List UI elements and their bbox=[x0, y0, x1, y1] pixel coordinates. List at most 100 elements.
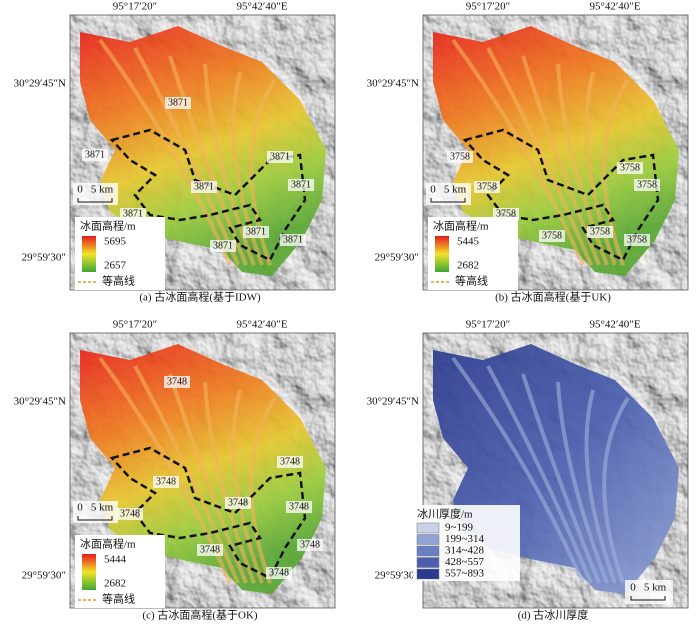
scale-label: 0 bbox=[77, 502, 83, 514]
scale-label: 0 bbox=[430, 184, 436, 196]
map-panel: 95°17′20″ 95°42′40″E 30°29′45″N 29°59′30″ (c… bbox=[14, 319, 336, 622]
contour-label-bg bbox=[117, 508, 143, 520]
legend-min: 2682 bbox=[457, 260, 479, 272]
flowline bbox=[486, 47, 593, 266]
scale-bar bbox=[77, 516, 113, 521]
contour-label: 3758 bbox=[590, 226, 610, 237]
legend-max: 5444 bbox=[104, 554, 127, 566]
left-tick-label: 29°59′30″ bbox=[22, 252, 66, 264]
map-frame bbox=[422, 332, 689, 609]
contour-label: 3758 bbox=[637, 179, 657, 190]
contour-label-bg bbox=[286, 501, 312, 513]
flowline bbox=[486, 365, 593, 584]
scale-bar bbox=[430, 198, 466, 203]
left-tick-label: 30°29′45″N bbox=[367, 396, 419, 408]
color-bar bbox=[435, 236, 449, 272]
scale-bg bbox=[73, 183, 118, 205]
map-panel: 95°17′20″ 95°42′40″E 30°29′45″N 29°59′30″ (b… bbox=[367, 1, 689, 304]
contour-label-bg bbox=[587, 226, 613, 238]
contour-label-bg bbox=[165, 97, 191, 109]
contour-label-bg bbox=[539, 230, 565, 242]
contour-label: 3871 bbox=[213, 240, 233, 251]
contour-label: 3871 bbox=[246, 226, 266, 237]
left-tick-label: 29°59′30″ bbox=[375, 570, 419, 582]
legend-min: 2682 bbox=[104, 578, 126, 590]
legend-title: 冰面高程/m bbox=[433, 219, 489, 233]
flowline bbox=[556, 381, 609, 584]
scale-label: 0 bbox=[630, 582, 636, 594]
flowline bbox=[521, 373, 601, 584]
scale-bar bbox=[630, 596, 666, 601]
contour-label-bg bbox=[617, 162, 643, 174]
contour-label: 3748 bbox=[156, 476, 176, 487]
contour-label-bg bbox=[267, 151, 293, 163]
caption: (c) 古冰面高程(基于OK) bbox=[142, 608, 258, 622]
contour-label-bg bbox=[277, 456, 303, 468]
legend-swatch bbox=[416, 534, 440, 545]
flowline bbox=[98, 38, 232, 266]
contour-label: 3748 bbox=[120, 508, 140, 519]
contour-line bbox=[109, 446, 307, 580]
scale-label: 5 km bbox=[91, 184, 114, 196]
top-tick-label: 95°17′20″ bbox=[466, 319, 510, 331]
scale-label: 5 km bbox=[91, 502, 114, 514]
contour-label: 3871 bbox=[270, 151, 290, 162]
contour-label: 3871 bbox=[283, 234, 303, 245]
scale-label: 0 bbox=[77, 184, 83, 196]
legend-max: 5445 bbox=[457, 236, 480, 248]
scale-bg bbox=[73, 501, 118, 523]
contour-label: 3758 bbox=[627, 234, 647, 245]
scale-label: 5 km bbox=[644, 582, 667, 594]
top-tick-label: 95°42′40″E bbox=[589, 1, 640, 13]
legend-swatch bbox=[416, 522, 440, 534]
legend-contour: 等高线 bbox=[102, 592, 135, 606]
legend-class: 428~557 bbox=[445, 556, 484, 568]
caption: (a) 古冰面高程(基于IDW) bbox=[139, 290, 261, 304]
contour-label-bg bbox=[288, 179, 314, 191]
scale-bar bbox=[77, 198, 113, 203]
legend-swatch bbox=[416, 557, 440, 568]
left-tick-label: 30°29′45″N bbox=[367, 78, 419, 90]
contour-label-bg bbox=[225, 497, 251, 509]
contour-label: 3871 bbox=[85, 149, 105, 160]
caption: (b) 古冰面高程(基于UK) bbox=[495, 290, 611, 304]
flowline bbox=[602, 396, 630, 584]
contour-label: 3758 bbox=[620, 162, 640, 173]
legend-title: 冰面高程/m bbox=[80, 219, 136, 233]
caption: (d) 古冰川厚度 bbox=[518, 608, 589, 622]
legend-min: 2657 bbox=[104, 260, 127, 272]
contour-label-bg bbox=[82, 149, 108, 161]
contour-label-bg bbox=[153, 476, 179, 488]
top-tick-label: 95°17′20″ bbox=[466, 1, 510, 13]
legend-class: 199~314 bbox=[445, 533, 484, 545]
map-panel: 95°17′20″ 95°42′40″E 30°29′45″N 29°59′30″ (a… bbox=[14, 1, 336, 304]
contour-label: 3748 bbox=[269, 567, 289, 578]
contour-label: 3748 bbox=[167, 376, 187, 387]
scale-label: 5 km bbox=[444, 184, 467, 196]
contour-line bbox=[462, 128, 660, 262]
legend-swatch bbox=[416, 545, 440, 557]
contour-label-bg bbox=[197, 544, 223, 556]
map-frame bbox=[69, 14, 336, 291]
contour-label: 3758 bbox=[496, 208, 516, 219]
contour-label: 3871 bbox=[168, 97, 188, 108]
left-tick-label: 30°29′45″N bbox=[14, 396, 66, 408]
flowline bbox=[249, 396, 277, 584]
contour-label-bg bbox=[297, 539, 323, 551]
contour-label: 3748 bbox=[280, 456, 300, 467]
contour-label: 3748 bbox=[228, 497, 248, 508]
legend-class: 557~893 bbox=[445, 568, 484, 580]
flowline bbox=[133, 365, 240, 584]
legend-title: 冰面高程/m bbox=[80, 537, 136, 551]
contour-label: 3758 bbox=[477, 181, 497, 192]
legend-class: 9~199 bbox=[445, 522, 473, 534]
map-panel: 95°17′20″ 95°42′40″E 30°29′45″N 29°59′30″ (d… bbox=[367, 319, 689, 622]
contour-label: 3871 bbox=[123, 208, 143, 219]
top-tick-label: 95°42′40″E bbox=[236, 1, 287, 13]
contour-label: 3871 bbox=[291, 179, 311, 190]
contour-label-bg bbox=[624, 234, 650, 246]
legend-title: 冰川厚度/m bbox=[417, 507, 473, 521]
legend-swatch bbox=[416, 568, 440, 580]
legend-max: 5695 bbox=[104, 236, 127, 248]
flowline bbox=[584, 389, 617, 584]
